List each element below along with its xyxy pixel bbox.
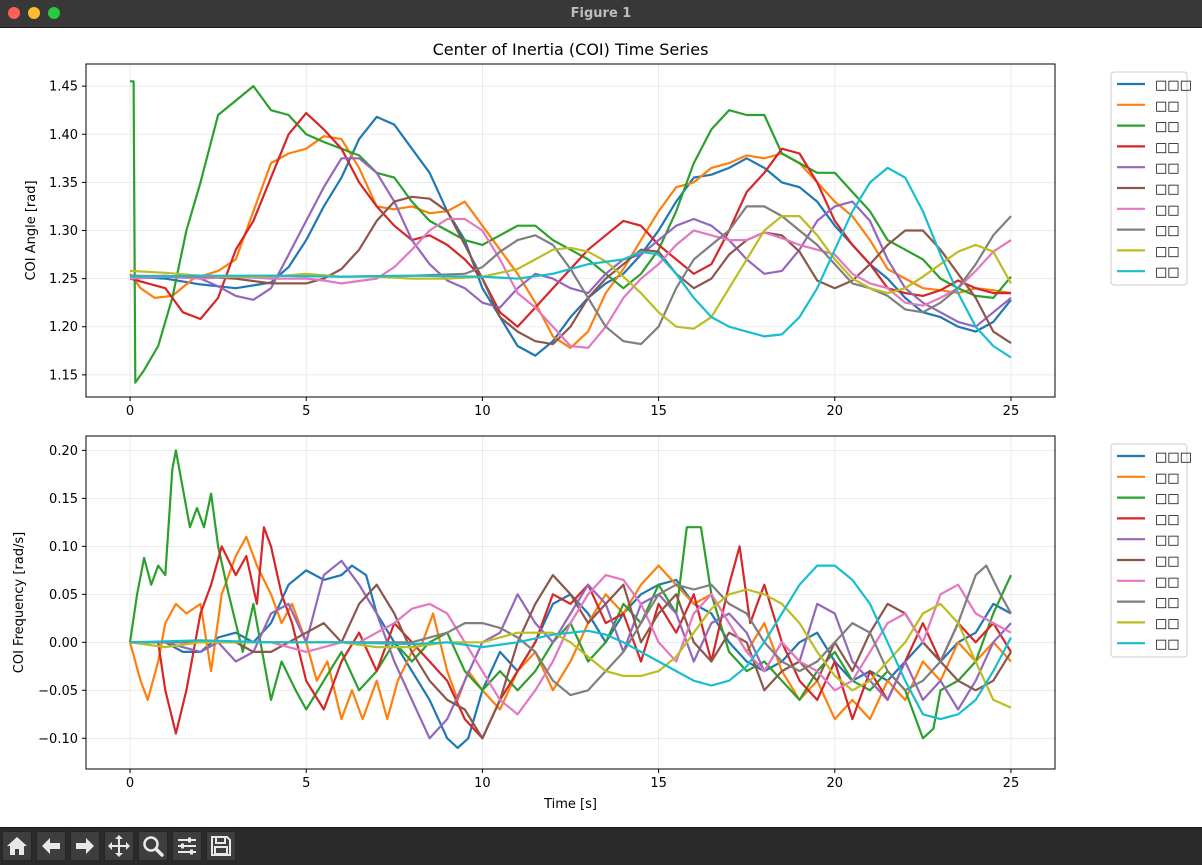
legend-label: □□: [1155, 99, 1180, 114]
y-tick-label: 1.30: [49, 224, 78, 239]
title-bar[interactable]: Figure 1: [0, 0, 1202, 28]
legend-label: □□: [1155, 596, 1180, 611]
y-tick-label: 0.20: [49, 444, 78, 459]
y-tick-label: 1.25: [49, 272, 78, 287]
pan-icon: [108, 835, 130, 857]
y-tick-label: −0.05: [38, 684, 78, 699]
coi-frequency-plot: 0 5 10 15 20 25 −0.10 −0.05 0.00 0.05 0.10 0.15 0.20…: [12, 435, 1192, 812]
legend-label: □□: [1155, 203, 1180, 218]
legend-label: □□: [1155, 244, 1180, 259]
series-line-9: [129, 588, 1012, 709]
x-tick-label: 5: [302, 404, 310, 419]
axes-frame: [85, 435, 1056, 770]
series-line-10: [129, 166, 1012, 359]
legend-label: □□: [1155, 182, 1180, 197]
y-tick-label: 1.45: [49, 80, 78, 95]
series-line-2: [128, 535, 1012, 721]
legend[interactable]: □□□□□□□□□□□□□□□□□□□□□: [1110, 71, 1192, 286]
series-line-8: [130, 564, 1012, 697]
x-tick-label: 25: [1003, 404, 1020, 419]
x-axis-label: Time [s]: [543, 797, 597, 812]
legend-label: □□: [1155, 512, 1180, 527]
zoom-icon: [143, 836, 164, 857]
legend-label: □□□: [1155, 450, 1192, 465]
y-axis-label: COI Angle [rad]: [24, 180, 39, 280]
y-tick-label: 1.20: [49, 320, 78, 335]
y-axis-label: COI Frequency [rad/s]: [12, 532, 27, 673]
close-window-button[interactable]: [8, 7, 20, 19]
x-tick-label: 20: [826, 404, 843, 419]
series-group: [129, 80, 1012, 384]
legend-label: □□: [1155, 140, 1180, 155]
legend[interactable]: □□□□□□□□□□□□□□□□□□□□□: [1110, 443, 1192, 658]
forward-button[interactable]: [70, 831, 100, 861]
x-tick-label: 25: [1003, 776, 1020, 791]
series-line-4: [130, 526, 1012, 740]
series-line-1: [129, 115, 1012, 357]
figure-canvas[interactable]: 0 5 10 15 20 25 1.15 1.20 1.25 1.30 1.35 1.40 1.45 Ce…: [0, 28, 1202, 827]
save-icon: [211, 836, 231, 856]
series-line-5: [129, 157, 1012, 328]
legend-label: □□: [1155, 224, 1180, 239]
series-line-6: [129, 195, 1012, 346]
coi-angle-plot: 0 5 10 15 20 25 1.15 1.20 1.25 1.30 1.35 1.40 1.45 Ce…: [24, 40, 1192, 419]
configure-subplots-button[interactable]: [172, 831, 202, 861]
legend-label: □□: [1155, 161, 1180, 176]
legend-label: □□: [1155, 533, 1180, 548]
series-line-10: [129, 564, 1012, 721]
series-line-2: [129, 135, 1012, 349]
legend-label: □□: [1155, 492, 1180, 507]
series-line-8: [129, 205, 1012, 346]
legend-label: □□□: [1155, 78, 1192, 93]
chart-title: Center of Inertia (COI) Time Series: [433, 40, 709, 59]
legend-label: □□: [1155, 471, 1180, 486]
y-tick-label: 0.05: [49, 588, 78, 603]
series-line-4: [129, 112, 1011, 328]
forward-icon: [76, 838, 94, 854]
legend-label: □□: [1155, 120, 1180, 135]
x-tick-label: 0: [126, 776, 134, 791]
x-tick-label: 5: [302, 776, 310, 791]
back-icon: [42, 838, 60, 854]
window-title: Figure 1: [570, 6, 632, 21]
series-line-7: [130, 574, 1012, 716]
maximize-window-button[interactable]: [48, 7, 60, 19]
zoom-button[interactable]: [138, 831, 168, 861]
configure-icon: [178, 837, 196, 855]
navigation-toolbar: [0, 827, 1202, 865]
legend-label: □□: [1155, 554, 1180, 569]
series-line-6: [130, 574, 1012, 740]
series-line-3: [128, 449, 1012, 740]
x-tick-label: 0: [126, 404, 134, 419]
series-group: [128, 449, 1012, 749]
y-tick-label: 1.15: [49, 368, 78, 383]
minimize-window-button[interactable]: [28, 7, 40, 19]
legend-label: □□: [1155, 265, 1180, 280]
series-line-7: [129, 217, 1012, 349]
back-button[interactable]: [36, 831, 66, 861]
y-tick-label: −0.10: [38, 732, 78, 747]
legend-label: □□: [1155, 575, 1180, 590]
y-tick-label: 1.40: [49, 128, 78, 143]
legend-label: □□: [1155, 616, 1180, 631]
x-tick-label: 10: [474, 776, 491, 791]
y-tick-label: 0.10: [49, 540, 78, 555]
y-tick-label: 0.15: [49, 492, 78, 507]
x-tick-label: 15: [650, 404, 667, 419]
x-tick-label: 15: [650, 776, 667, 791]
save-button[interactable]: [206, 831, 236, 861]
home-icon: [7, 837, 27, 855]
series-line-3: [130, 80, 1012, 384]
home-button[interactable]: [2, 831, 32, 861]
pan-button[interactable]: [104, 831, 134, 861]
y-tick-label: 1.35: [49, 176, 78, 191]
legend-label: □□: [1155, 637, 1180, 652]
y-tick-label: 0.00: [49, 636, 78, 651]
x-tick-label: 10: [474, 404, 491, 419]
x-tick-label: 20: [826, 776, 843, 791]
